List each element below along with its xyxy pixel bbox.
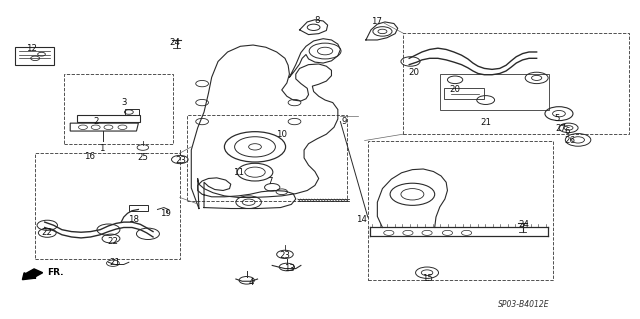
Bar — [35, 153, 180, 259]
Text: 21: 21 — [480, 118, 491, 127]
Text: 7: 7 — [268, 177, 273, 186]
Text: 2: 2 — [93, 117, 99, 126]
Text: 21: 21 — [109, 258, 120, 267]
Text: 23: 23 — [175, 156, 187, 165]
Text: 6: 6 — [564, 127, 570, 136]
Text: 20: 20 — [449, 85, 461, 94]
Text: 14: 14 — [356, 215, 367, 224]
Text: 24: 24 — [518, 220, 529, 229]
Bar — [129, 205, 148, 211]
Text: 22: 22 — [42, 228, 52, 237]
Text: 5: 5 — [554, 114, 560, 123]
Text: 15: 15 — [422, 274, 433, 283]
Text: 3: 3 — [121, 98, 127, 107]
Bar — [403, 33, 629, 134]
Bar — [444, 88, 484, 100]
Text: FR.: FR. — [47, 268, 64, 277]
Text: 24: 24 — [169, 38, 180, 47]
Text: 23: 23 — [280, 251, 291, 260]
Text: 1: 1 — [99, 144, 105, 153]
Text: 20: 20 — [409, 68, 420, 77]
Text: SP03-B4012E: SP03-B4012E — [498, 300, 550, 309]
Text: 19: 19 — [161, 209, 172, 218]
Text: 8: 8 — [314, 16, 319, 25]
Text: 10: 10 — [276, 130, 287, 139]
Text: 25: 25 — [138, 153, 148, 162]
Text: 22: 22 — [108, 237, 118, 246]
Text: 13: 13 — [284, 264, 295, 273]
Bar — [368, 141, 552, 280]
Text: 12: 12 — [26, 44, 38, 53]
Bar — [64, 74, 173, 144]
Text: 27: 27 — [556, 124, 566, 133]
Text: 17: 17 — [371, 18, 381, 26]
FancyArrow shape — [22, 269, 43, 280]
Text: 16: 16 — [84, 152, 95, 161]
Bar — [188, 115, 347, 201]
Text: 9: 9 — [342, 117, 347, 126]
Bar — [440, 74, 549, 110]
Text: 26: 26 — [564, 136, 575, 145]
Text: 4: 4 — [248, 278, 254, 287]
Text: 18: 18 — [129, 215, 140, 224]
Text: 11: 11 — [233, 168, 244, 177]
